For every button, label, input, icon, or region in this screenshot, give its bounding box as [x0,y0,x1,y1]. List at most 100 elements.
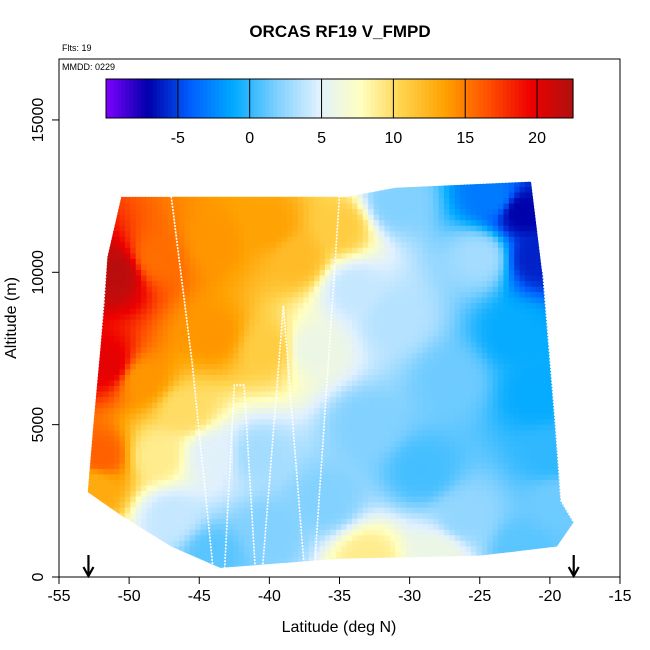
field-cell [357,308,364,315]
field-cell [216,545,223,552]
field-cell [346,319,353,326]
field-cell [276,523,283,530]
field-cell [265,263,272,270]
field-cell [281,252,288,259]
field-cell [297,451,304,458]
field-cell [416,363,423,370]
field-cell [427,368,434,375]
field-cell [373,418,380,425]
field-cell [292,357,299,364]
field-cell [352,324,359,331]
field-cell [184,191,191,199]
field-cell [119,291,126,298]
field-cell [406,335,413,342]
field-cell [206,352,213,359]
field-cell [270,435,277,442]
field-cell [151,225,158,232]
field-cell [119,402,126,409]
field-cell [443,186,450,193]
field-cell [308,180,315,188]
field-cell [195,402,202,409]
field-cell [454,208,461,215]
field-cell [287,507,294,514]
field-cell [449,197,456,204]
field-cell [357,424,364,431]
field-cell [400,230,407,237]
field-cell [346,446,353,453]
field-cell [243,324,250,331]
field-cell [114,308,121,315]
field-cell [227,324,234,331]
field-cell [254,545,261,552]
field-cell [292,225,299,232]
field-cell [297,424,304,431]
field-cell [314,291,321,298]
field-cell [438,313,445,320]
field-cell [411,214,418,221]
field-cell [433,241,440,248]
field-cell [260,518,267,525]
field-cell [379,446,386,453]
field-cell [427,258,434,265]
field-cell [422,407,429,414]
field-cell [222,330,229,337]
field-cell [352,197,359,204]
field-cell [449,252,456,259]
field-cell [211,413,218,420]
field-cell [341,468,348,475]
field-cell [265,451,272,458]
field-cell [454,562,461,568]
field-cell [206,534,213,541]
field-cell [287,407,294,414]
field-cell [389,468,396,475]
field-cell [308,330,315,337]
field-cell [200,440,207,447]
field-cell [335,479,342,486]
field-cell [168,363,175,370]
field-cell [330,562,337,568]
field-cell [454,396,461,403]
field-cell [162,490,169,497]
field-cell [151,545,158,552]
field-cell [341,484,348,492]
field-cell [433,285,440,293]
field-cell [287,330,294,337]
field-cell [92,523,99,530]
field-cell [427,191,434,199]
field-cell [400,341,407,348]
field-cell [276,291,283,298]
field-cell [227,285,234,293]
field-cell [254,285,261,293]
field-cell [406,219,413,226]
field-cell [389,330,396,337]
field-cell [406,534,413,541]
field-cell [168,435,175,442]
field-cell [162,413,169,420]
field-cell [227,186,234,193]
field-cell [400,236,407,243]
field-cell [443,446,450,453]
field-cell [195,214,202,221]
field-cell [379,545,386,552]
field-cell [151,457,158,464]
field-cell [157,274,164,281]
field-cell [141,214,148,221]
field-cell [189,302,196,309]
field-cell [249,241,256,248]
field-cell [178,402,185,409]
field-cell [108,379,115,387]
field-cell [427,352,434,359]
field-cell [233,308,240,315]
field-cell [438,374,445,381]
field-cell [416,230,423,237]
field-cell [379,473,386,481]
field-cell [103,241,110,248]
field-cell [346,390,353,398]
field-cell [92,540,99,547]
field-cell [368,357,375,364]
field-cell [400,429,407,436]
field-cell [384,462,391,469]
field-cell [141,296,148,304]
field-cell [411,512,418,519]
field-cell [368,247,375,254]
